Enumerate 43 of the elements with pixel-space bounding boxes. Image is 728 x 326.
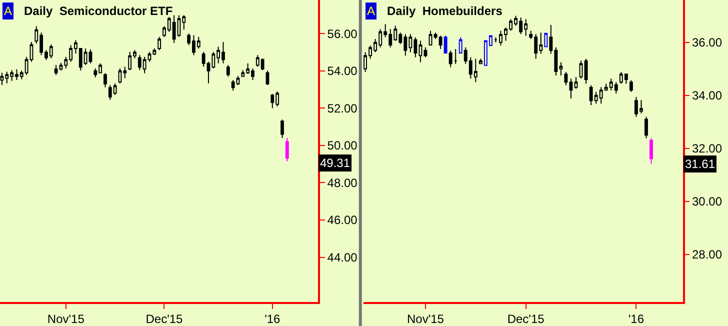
candlestick [448,50,452,68]
candlestick [280,119,284,138]
candlestick [574,76,578,90]
text: 31.61 [685,157,716,171]
y-tick-label: 28.00 [692,248,722,262]
candlestick [579,60,583,80]
chart-title: Daily Semiconductor ETF [24,4,173,18]
y-tick-label: 36.00 [692,36,722,50]
annotation: A [367,4,376,18]
candlestick [629,80,633,92]
y-tick-label: 50.00 [327,138,358,153]
text: 49.31 [320,156,350,170]
candlestick [644,116,648,139]
x-tick-label: '16 [264,312,281,326]
candlestick [158,36,162,51]
y-tick-label: 52.00 [327,101,358,116]
candlestick [494,36,498,43]
y-tick-label: 30.00 [692,194,722,209]
candlestick [266,70,270,86]
candlestick [564,72,568,86]
y-tick-label: 54.00 [327,64,358,78]
candlestick [584,58,588,84]
chart-title: Daily Homebuilders [387,4,503,18]
x-tick-label: Dec'15 [507,312,545,326]
y-tick-label: 48.00 [327,176,358,190]
candlestick [104,72,107,88]
candlestick [454,48,458,64]
x-tick-label: '16 [628,312,644,326]
y-tick-label: 56.00 [327,26,358,41]
x-tick-label: Nov'15 [47,312,85,326]
annotation: A [4,4,12,18]
y-tick-label: 32.00 [692,142,722,156]
candlestick [569,78,573,100]
x-tick-label: Nov'15 [406,312,444,326]
candlestick [444,35,448,54]
candlestick [226,64,230,78]
candlestick [458,36,462,54]
x-tick-label: Dec'15 [146,312,184,326]
candlestick [650,138,653,164]
y-tick-label: 34.00 [692,88,722,103]
y-tick-label: 46.00 [327,213,358,228]
candlestick [285,137,289,162]
y-tick-label: 44.00 [327,250,358,264]
